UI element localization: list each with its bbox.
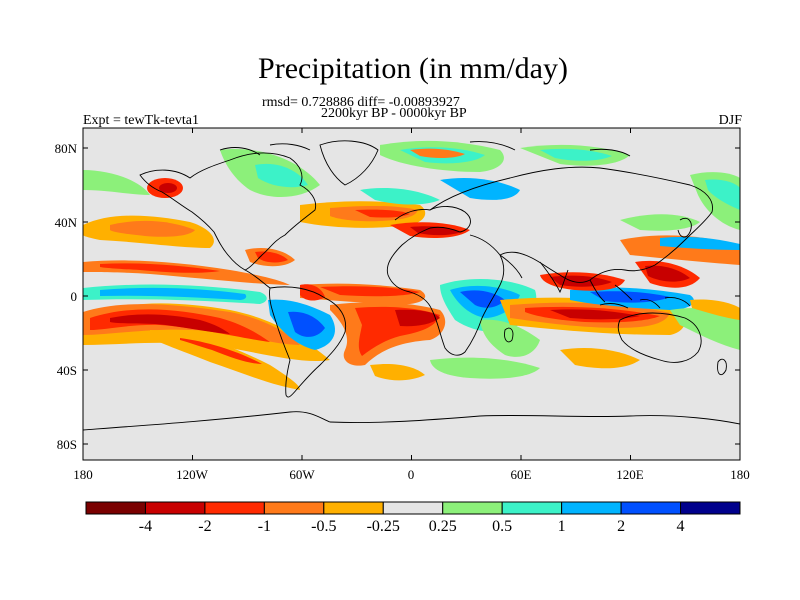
lon-label-180e: 180 <box>730 467 750 482</box>
map-title: Precipitation (in mm/day) <box>258 52 568 85</box>
season-label: DJF <box>718 113 742 128</box>
colorbar-label: -2 <box>198 518 212 535</box>
precip-field <box>83 140 740 390</box>
colorbar-label: -1 <box>257 518 272 535</box>
colorbar-box <box>204 501 265 515</box>
colorbar-box <box>680 501 741 515</box>
colorbar-label: 2 <box>617 518 626 535</box>
colorbar-label: 0.25 <box>428 518 457 535</box>
lon-label-180w: 180 <box>73 467 93 482</box>
lon-label-60w: 60W <box>289 467 315 482</box>
colorbar-box <box>561 501 622 515</box>
lon-label-0: 0 <box>407 467 415 482</box>
colorbar-label: 4 <box>676 518 685 535</box>
colorbar-box <box>442 501 503 515</box>
colorbar-box <box>263 501 325 515</box>
lon-label-120w: 120W <box>176 467 208 482</box>
lon-label-120e: 120E <box>616 467 644 482</box>
colorbar-label: -0.25 <box>366 518 400 535</box>
coastlines <box>83 140 740 431</box>
lat-label-eq: 0 <box>70 289 78 304</box>
colorbar-label: 1 <box>557 518 566 535</box>
lat-label-80s: 80S <box>56 437 77 452</box>
lat-label-40s: 40S <box>56 363 77 378</box>
colorbar-label: -4 <box>138 518 153 535</box>
colorbar-box <box>382 501 444 515</box>
colorbar-box <box>323 501 384 515</box>
lat-label-80n: 80N <box>54 141 77 156</box>
colorbar-box <box>620 501 682 515</box>
lat-label-40n: 40N <box>54 215 77 230</box>
colorbar-box <box>144 501 206 515</box>
colorbar-label: 0.5 <box>492 518 513 535</box>
colorbar-box <box>501 501 563 515</box>
lon-label-60e: 60E <box>510 467 532 482</box>
period-line: 2200kyr BP - 0000kyr BP <box>321 106 467 121</box>
axis-ticks <box>82 128 741 460</box>
colorbar-box <box>85 501 146 515</box>
experiment-label: Expt = tewTk-tevta1 <box>83 113 199 128</box>
stats-line: rmsd= 0.728886 diff= -0.00893927 <box>262 95 460 110</box>
colorbar-label: -0.5 <box>311 518 337 535</box>
